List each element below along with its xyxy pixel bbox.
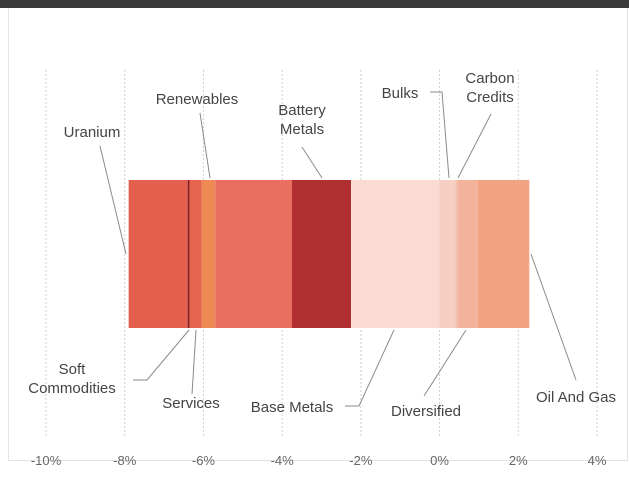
leader-line-base-metals — [345, 329, 395, 407]
label-battery-metals: Battery Metals — [278, 102, 326, 138]
label-bulks: Bulks — [382, 85, 419, 102]
x-tick-label: 4% — [588, 453, 607, 468]
x-tick-label: 2% — [509, 453, 528, 468]
bar-segment-services[interactable] — [189, 180, 202, 328]
bar-segment-soft-commodities[interactable] — [187, 180, 190, 328]
x-tick-label: -4% — [271, 453, 295, 468]
bar-segment-bulks[interactable] — [439, 180, 456, 328]
leader-line-services — [191, 329, 197, 395]
bar-segment-battery-metals[interactable] — [291, 180, 352, 328]
leader-lines — [99, 91, 577, 407]
x-tick-label: -2% — [349, 453, 373, 468]
leader-line-carbon-credits — [457, 113, 492, 179]
x-tick-label: -10% — [31, 453, 62, 468]
label-soft-commodities: Soft Commodities — [28, 361, 116, 397]
x-tick-label: 0% — [430, 453, 449, 468]
label-diversified: Diversified — [391, 403, 461, 420]
chart-frame — [8, 8, 628, 461]
header-bar — [0, 0, 629, 8]
label-base-metals: Base Metals — [251, 399, 334, 416]
bar-segment-base-metals[interactable] — [351, 180, 440, 328]
bar-segment-oil-and-gas[interactable] — [477, 180, 530, 328]
bar-segments — [128, 180, 530, 328]
leader-line-renewables — [199, 112, 211, 179]
bar-segment[interactable] — [215, 180, 292, 328]
label-renewables: Renewables — [156, 91, 239, 108]
x-tick-label: -8% — [113, 453, 137, 468]
x-tick-labels: -10% -8% -6% -4% -2% 0% 2% 4% — [31, 453, 607, 468]
bar-segment-renewables[interactable] — [201, 180, 216, 328]
leader-line-oil-and-gas — [530, 253, 577, 381]
label-carbon-credits: Carbon Credits — [465, 70, 514, 106]
leader-line-uranium — [99, 145, 127, 255]
bar-segment-carbon-credits[interactable] — [455, 180, 459, 328]
leader-line-bulks — [430, 91, 450, 179]
x-tick-label: -6% — [192, 453, 216, 468]
leader-line-soft-commodities — [133, 329, 190, 381]
bar-segment-uranium[interactable] — [128, 180, 188, 328]
label-services: Services — [162, 395, 220, 412]
leader-line-battery-metals — [301, 146, 323, 179]
label-uranium: Uranium — [64, 124, 121, 141]
bar-segment-diversified[interactable] — [458, 180, 478, 328]
label-oil-and-gas: Oil And Gas — [536, 389, 616, 406]
segment-labels: Uranium Renewables Battery Metals Bulks Carbo… — [28, 70, 616, 420]
leader-line-diversified — [423, 329, 467, 397]
